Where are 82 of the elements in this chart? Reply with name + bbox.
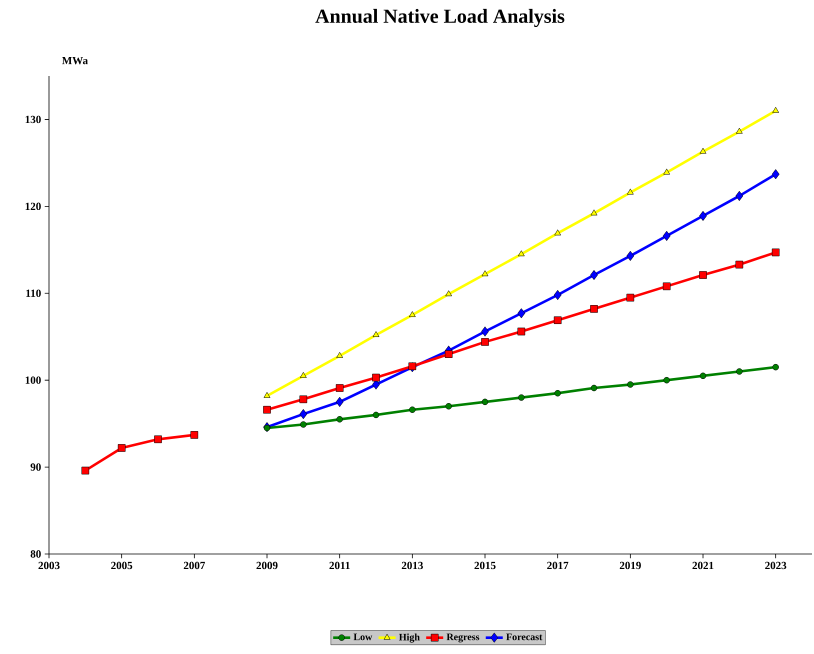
x-tick-label: 2021: [692, 562, 714, 570]
point: [772, 364, 779, 370]
point: [445, 290, 452, 296]
point: [264, 392, 270, 398]
point: [300, 409, 308, 420]
point: [699, 271, 707, 279]
point: [300, 372, 307, 378]
point: [190, 431, 198, 439]
point: [408, 311, 416, 318]
x-tick-label: 2013: [402, 562, 423, 570]
point: [481, 326, 489, 337]
point: [699, 210, 707, 221]
point: [662, 282, 671, 290]
point: [372, 374, 380, 382]
point: [626, 294, 634, 302]
x-tick-label: 2005: [111, 562, 132, 570]
point: [736, 368, 743, 375]
point: [518, 328, 526, 336]
point: [627, 381, 634, 388]
point: [372, 331, 380, 338]
point: [700, 372, 706, 380]
point: [336, 416, 343, 423]
point: [482, 398, 488, 406]
point: [663, 168, 670, 175]
point: [82, 466, 90, 474]
x-tick-label: 2015: [474, 562, 496, 570]
legend-label: Forecast: [506, 634, 542, 640]
point: [482, 270, 488, 276]
point: [662, 230, 671, 241]
point: [554, 316, 562, 324]
y-axis-title: MWa: [62, 57, 88, 64]
point: [445, 403, 452, 410]
point: [444, 350, 453, 358]
point: [626, 188, 634, 194]
point: [663, 376, 670, 384]
point: [590, 305, 598, 313]
y-tick-label: 80: [30, 550, 41, 558]
point: [772, 169, 780, 180]
point: [736, 128, 743, 134]
point: [518, 308, 526, 318]
point: [736, 190, 744, 201]
point: [336, 352, 344, 358]
x-tick-label: 2009: [256, 562, 278, 570]
y-tick-label: 110: [26, 290, 41, 297]
point: [300, 395, 308, 404]
y-tick-label: 100: [26, 376, 41, 384]
point: [300, 421, 307, 428]
point: [772, 248, 780, 256]
point: [700, 148, 706, 154]
x-tick-label: 2011: [329, 562, 350, 570]
y-tick-label: 120: [26, 202, 41, 210]
x-tick-label: 2019: [620, 562, 641, 570]
point: [736, 260, 744, 268]
point: [554, 390, 561, 396]
point: [118, 444, 126, 452]
point: [626, 250, 634, 261]
point: [372, 412, 380, 418]
point: [554, 290, 562, 300]
point: [590, 270, 598, 280]
point: [518, 394, 525, 401]
point: [518, 250, 525, 256]
x-tick-label: 2007: [184, 562, 206, 570]
y-tick-label: 130: [26, 116, 41, 124]
legend-label: Regress: [446, 634, 480, 642]
x-tick-label: 2003: [38, 562, 60, 570]
point: [264, 424, 270, 432]
point: [772, 106, 780, 113]
point: [154, 435, 162, 444]
y-tick-label: 90: [30, 463, 41, 471]
chart-title: Annual Native Load Analysis: [315, 8, 564, 28]
point: [481, 338, 489, 346]
point: [336, 396, 344, 407]
point: [590, 384, 598, 392]
x-tick-label: 2023: [765, 562, 786, 570]
point: [409, 406, 416, 413]
point: [336, 384, 344, 392]
x-tick-label: 2017: [547, 562, 568, 570]
point: [263, 406, 271, 414]
legend-label: High: [399, 633, 420, 643]
point: [554, 229, 562, 236]
legend-label: Low: [354, 634, 372, 640]
point: [590, 209, 598, 216]
